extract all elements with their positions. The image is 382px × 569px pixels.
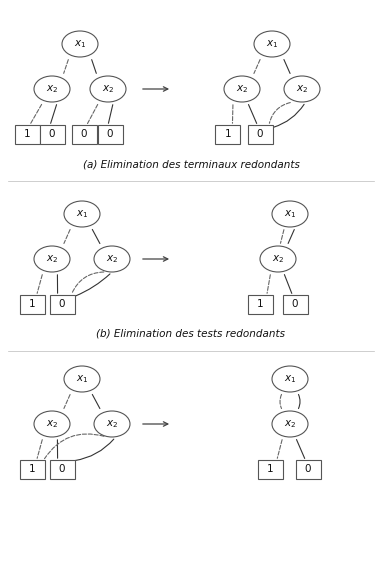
Text: $x_1$: $x_1$: [76, 373, 88, 385]
FancyBboxPatch shape: [248, 295, 272, 314]
FancyBboxPatch shape: [15, 125, 39, 143]
FancyBboxPatch shape: [257, 460, 283, 479]
Ellipse shape: [254, 31, 290, 57]
Ellipse shape: [64, 366, 100, 392]
Text: $x_1$: $x_1$: [266, 38, 278, 50]
Text: 0: 0: [59, 464, 65, 474]
Text: 1: 1: [24, 129, 30, 139]
Text: 1: 1: [267, 464, 273, 474]
FancyBboxPatch shape: [19, 460, 44, 479]
FancyBboxPatch shape: [50, 460, 74, 479]
Ellipse shape: [284, 76, 320, 102]
Text: $x_2$: $x_2$: [46, 83, 58, 95]
Ellipse shape: [272, 366, 308, 392]
Text: $x_2$: $x_2$: [46, 418, 58, 430]
FancyBboxPatch shape: [248, 125, 272, 143]
Text: 1: 1: [257, 299, 263, 309]
Ellipse shape: [90, 76, 126, 102]
Ellipse shape: [34, 411, 70, 437]
Ellipse shape: [94, 246, 130, 272]
Text: 0: 0: [257, 129, 263, 139]
Text: $x_1$: $x_1$: [284, 208, 296, 220]
Text: $x_2$: $x_2$: [236, 83, 248, 95]
FancyBboxPatch shape: [50, 295, 74, 314]
Text: $x_1$: $x_1$: [74, 38, 86, 50]
FancyBboxPatch shape: [97, 125, 123, 143]
Text: 0: 0: [292, 299, 298, 309]
Ellipse shape: [34, 76, 70, 102]
FancyBboxPatch shape: [71, 125, 97, 143]
FancyBboxPatch shape: [39, 125, 65, 143]
FancyBboxPatch shape: [19, 295, 44, 314]
Text: $x_1$: $x_1$: [284, 373, 296, 385]
Text: (a) Elimination des terminaux redondants: (a) Elimination des terminaux redondants: [83, 159, 299, 169]
Ellipse shape: [64, 201, 100, 227]
Text: $x_2$: $x_2$: [106, 418, 118, 430]
Text: 0: 0: [49, 129, 55, 139]
Text: $x_2$: $x_2$: [102, 83, 114, 95]
Text: $x_2$: $x_2$: [106, 253, 118, 265]
Text: 1: 1: [29, 464, 35, 474]
Text: 0: 0: [59, 299, 65, 309]
FancyBboxPatch shape: [296, 460, 320, 479]
FancyBboxPatch shape: [283, 295, 308, 314]
Ellipse shape: [94, 411, 130, 437]
Ellipse shape: [224, 76, 260, 102]
Text: $x_2$: $x_2$: [272, 253, 284, 265]
Text: 0: 0: [81, 129, 87, 139]
Text: $x_2$: $x_2$: [296, 83, 308, 95]
Text: $x_2$: $x_2$: [284, 418, 296, 430]
Text: 0: 0: [305, 464, 311, 474]
Text: $x_1$: $x_1$: [76, 208, 88, 220]
Ellipse shape: [34, 246, 70, 272]
Ellipse shape: [272, 411, 308, 437]
Ellipse shape: [62, 31, 98, 57]
Text: 1: 1: [29, 299, 35, 309]
Text: 0: 0: [107, 129, 113, 139]
FancyBboxPatch shape: [215, 125, 241, 143]
Ellipse shape: [260, 246, 296, 272]
Ellipse shape: [272, 201, 308, 227]
Text: (b) Elimination des tests redondants: (b) Elimination des tests redondants: [97, 329, 285, 339]
Text: $x_2$: $x_2$: [46, 253, 58, 265]
Text: 1: 1: [225, 129, 231, 139]
